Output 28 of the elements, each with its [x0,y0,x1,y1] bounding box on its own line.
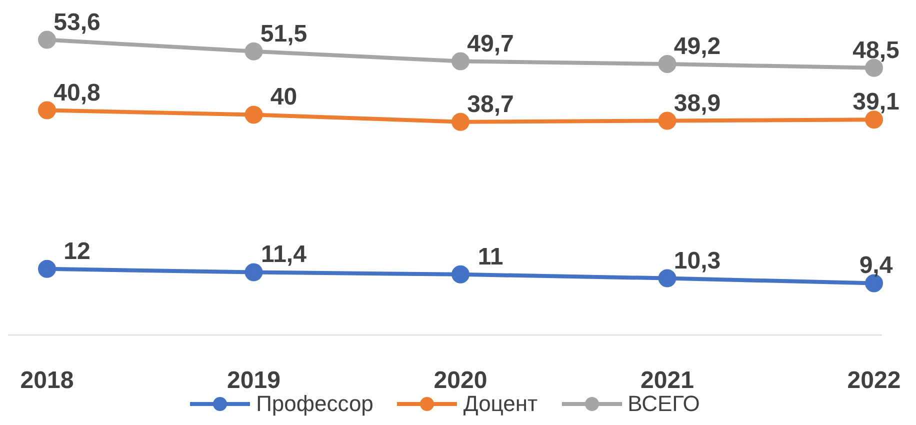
data-label: 51,5 [260,20,308,48]
data-label: 39,1 [852,88,900,116]
data-label: 49,2 [674,33,721,60]
data-label: 53,6 [54,8,100,36]
point [452,52,470,70]
point [452,112,470,131]
point [38,101,56,120]
data-label: 10,3 [674,247,721,274]
x-tick-label: 2022 [847,367,901,394]
data-label: 40 [270,84,298,111]
data-label: 38,7 [467,90,514,118]
data-label: 9,4 [859,252,894,280]
data-label: 48,5 [852,36,900,64]
data-label: 11 [478,243,504,270]
point [452,265,470,284]
point [38,260,56,278]
point [658,112,676,130]
point [658,269,676,288]
data-label: 11,4 [261,241,308,268]
data-label: 40,8 [54,79,100,106]
point [244,42,263,60]
point [38,30,56,49]
point [244,106,263,124]
data-label: 49,7 [467,30,514,58]
x-tick-label: 2018 [20,367,74,394]
point [244,263,263,282]
data-label: 38,9 [674,90,721,117]
data-label: 12 [64,238,90,265]
